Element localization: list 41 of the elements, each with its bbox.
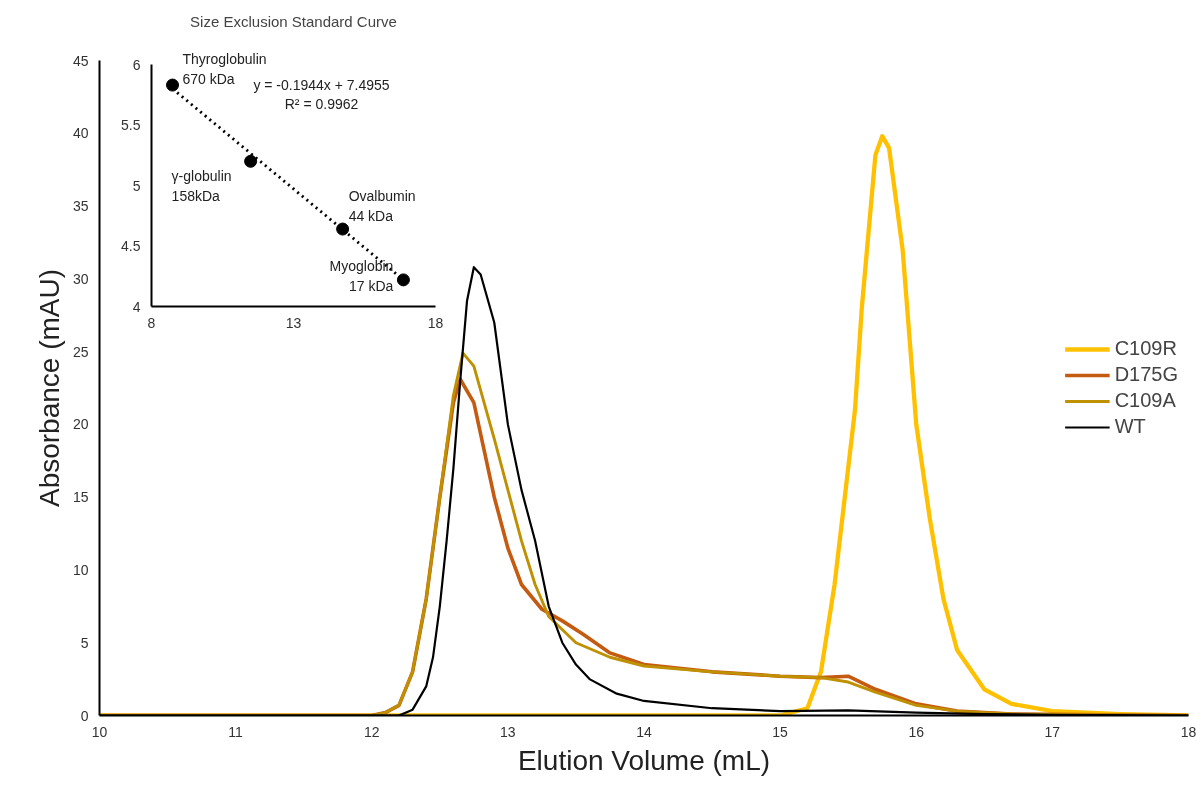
x-axis-title: Elution Volume (mL) xyxy=(517,744,771,776)
y-tick-label: 0 xyxy=(80,707,89,724)
annotation: Ovalbumin 44 kDa xyxy=(348,188,416,225)
y-tick-label: 15 xyxy=(72,489,89,506)
y-tick-label: 30 xyxy=(72,270,89,287)
y-tick-label: 5.5 xyxy=(121,117,141,133)
y-tick-label: 10 xyxy=(72,561,89,578)
point xyxy=(244,154,258,168)
x-tick-label: 17 xyxy=(1044,723,1061,740)
x-tick-label: 14 xyxy=(636,723,652,740)
point xyxy=(166,78,180,92)
y-tick-label: 5 xyxy=(80,634,89,651)
x-tick-label: 18 xyxy=(1180,723,1197,740)
annotation: Myoglobin 17 kDa xyxy=(329,257,394,294)
x-tick-label: 8 xyxy=(147,314,156,331)
y-tick-label: 25 xyxy=(72,343,89,360)
x-tick-label: 18 xyxy=(427,314,444,331)
x-tick-label: 12 xyxy=(363,723,380,740)
legend-label: D175G xyxy=(1114,362,1178,387)
legend-label: C109A xyxy=(1114,388,1176,413)
x-tick-label: 15 xyxy=(772,723,789,740)
y-tick-label: 4 xyxy=(132,298,141,315)
y-tick-label: 35 xyxy=(72,198,89,215)
point xyxy=(396,273,410,287)
annotation: γ-globulin 158kDa xyxy=(171,168,232,205)
chart-title: Size Exclusion Standard Curve xyxy=(190,12,397,30)
x-tick-label: 10 xyxy=(91,723,108,740)
y-tick-label: 45 xyxy=(72,52,89,69)
x-tick-label: 13 xyxy=(285,314,302,331)
y-tick-label: 5 xyxy=(132,177,141,194)
x-tick-label: 16 xyxy=(908,723,925,740)
y-axis-title: Absorbance (mAU) xyxy=(33,268,65,508)
y-tick-label: 40 xyxy=(72,125,89,142)
point xyxy=(336,222,350,236)
x-tick-label: 13 xyxy=(500,723,516,740)
legend-label: C109R xyxy=(1114,336,1177,361)
y-tick-label: 20 xyxy=(72,416,89,433)
y-tick-label: 4.5 xyxy=(121,238,141,254)
y-tick-label: 6 xyxy=(132,56,141,73)
x-tick-label: 11 xyxy=(228,723,244,740)
legend-label: WT xyxy=(1114,414,1146,439)
